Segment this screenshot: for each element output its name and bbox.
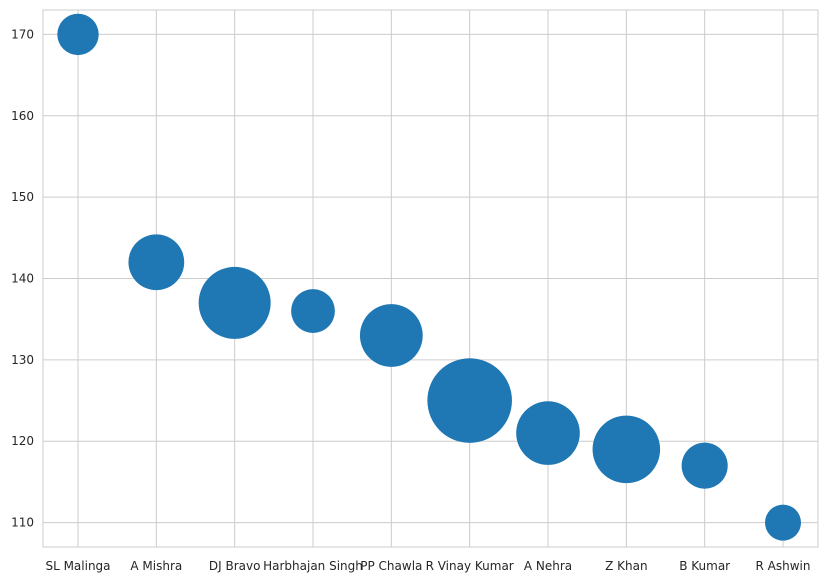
x-tick-label: A Nehra xyxy=(524,559,572,573)
x-tick-label: Harbhajan Singh xyxy=(263,559,363,573)
x-tick-label: R Vinay Kumar xyxy=(426,559,514,573)
x-tick-labels: SL Malinga A Mishra DJ Bravo Harbhajan Sing… xyxy=(45,559,810,573)
bubble-point xyxy=(359,304,423,367)
x-tick-label: R Ashwin xyxy=(756,559,811,573)
x-tick-label: B Kumar xyxy=(679,559,730,573)
bubble-point xyxy=(57,13,99,56)
y-tick-label: 140 xyxy=(11,272,34,286)
y-tick-label: 170 xyxy=(11,27,34,41)
bubble-point xyxy=(765,504,801,541)
y-tick-label: 110 xyxy=(11,516,34,530)
bubble-point xyxy=(291,289,335,333)
bubbles xyxy=(57,13,801,541)
y-tick-label: 120 xyxy=(11,434,34,448)
x-tick-label: SL Malinga xyxy=(45,559,110,573)
y-tick-label: 130 xyxy=(11,353,34,367)
bubble-point xyxy=(128,234,185,291)
bubble-point xyxy=(592,415,661,484)
bubble-point xyxy=(681,442,728,489)
bubble-point xyxy=(198,266,271,339)
y-tick-label: 160 xyxy=(11,109,34,123)
y-tick-labels: 110 120 130 140 150 160 170 xyxy=(11,27,34,529)
x-tick-label: A Mishra xyxy=(130,559,182,573)
x-tick-label: Z Khan xyxy=(605,559,647,573)
bubble-point xyxy=(427,358,512,443)
x-tick-label: PP Chawla xyxy=(360,559,422,573)
plot-frame xyxy=(42,9,819,548)
bubble-point xyxy=(516,401,580,465)
x-tick-label: DJ Bravo xyxy=(209,559,261,573)
y-tick-label: 150 xyxy=(11,190,34,204)
